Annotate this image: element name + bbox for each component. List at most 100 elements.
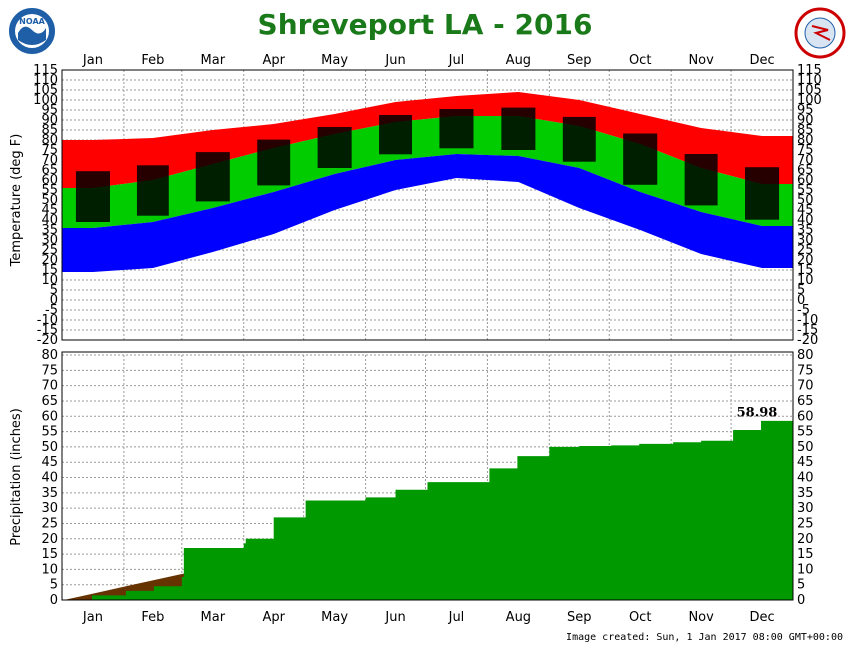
temperature-tick-left: 50: [41, 193, 58, 208]
temperature-tick-right: 105: [797, 83, 822, 98]
month-label-top: Jul: [448, 53, 465, 68]
precipitation-tick-right: 25: [797, 516, 814, 531]
temperature-tick-right: 55: [797, 183, 814, 198]
precipitation-tick-left: 25: [41, 516, 58, 531]
temperature-tick-left: 60: [41, 173, 58, 188]
month-label-bottom: Aug: [506, 610, 531, 625]
temperature-tick-right: 0: [797, 293, 805, 308]
precipitation-tick-left: 45: [41, 455, 58, 470]
temperature-marks: [62, 92, 793, 272]
precipitation-tick-right: 35: [797, 486, 814, 501]
temperature-tick-right: -5: [797, 303, 810, 318]
temperature-tick-left: 5: [50, 283, 58, 298]
observed-range-bar: [623, 133, 658, 185]
month-label-bottom: Mar: [201, 610, 226, 625]
temperature-tick-left: 65: [41, 163, 58, 178]
panel-frames: [61, 69, 794, 601]
precipitation-tick-left: 5: [50, 578, 58, 593]
precipitation-tick-right: 70: [797, 379, 814, 394]
month-label-top: Jan: [82, 53, 103, 68]
precipitation-tick-right: 40: [797, 471, 814, 486]
precipitation-tick-right: 65: [797, 394, 814, 409]
precipitation-tick-left: 75: [41, 363, 58, 378]
temperature-tick-left: 95: [41, 103, 58, 118]
observed-range-bar: [317, 127, 352, 168]
temperature-tick-right: 80: [797, 133, 814, 148]
precipitation-tick-left: 60: [41, 409, 58, 424]
precipitation-tick-left: 0: [50, 593, 58, 608]
temperature-tick-right: 115: [797, 63, 822, 78]
month-label-top: Sep: [567, 53, 592, 68]
observed-range-bar: [562, 116, 596, 162]
chart-title: Shreveport LA - 2016: [258, 8, 593, 41]
precipitation-tick-right: 5: [797, 578, 805, 593]
normal-range-band: [62, 116, 793, 228]
temperature-tick-left: -15: [37, 323, 58, 338]
month-label-top: Jun: [384, 53, 405, 68]
temperature-tick-left: 55: [41, 183, 58, 198]
precipitation-tick-right: 30: [797, 501, 814, 516]
temperature-axis-label: Temperature (deg F): [9, 134, 24, 268]
temperature-tick-right: -10: [797, 313, 818, 328]
month-label-top: Feb: [141, 53, 164, 68]
observed-range-bar: [501, 107, 536, 150]
temperature-tick-left: 25: [41, 243, 58, 258]
temperature-tick-left: 70: [41, 153, 58, 168]
precipitation-tick-left: 35: [41, 486, 58, 501]
month-label-bottom: Jun: [384, 610, 405, 625]
noaa-logo: NOAA: [7, 6, 57, 56]
temperature-tick-right: -15: [797, 323, 818, 338]
temperature-tick-left: 110: [33, 73, 58, 88]
precipitation-tick-right: 55: [797, 425, 814, 440]
temperature-tick-right: 70: [797, 153, 814, 168]
temperature-tick-left: -20: [37, 333, 58, 348]
temperature-tick-left: 0: [50, 293, 58, 308]
month-label-bottom: Feb: [141, 610, 164, 625]
temperature-tick-left: 105: [33, 83, 58, 98]
month-label-top: Aug: [506, 53, 531, 68]
temperature-tick-right: 85: [797, 123, 814, 138]
month-label-bottom: Jan: [82, 610, 103, 625]
temperature-tick-left: 30: [41, 233, 58, 248]
month-label-top: Mar: [201, 53, 226, 68]
temperature-tick-right: 40: [797, 213, 814, 228]
month-label-bottom: Jul: [448, 610, 465, 625]
precipitation-tick-left: 50: [41, 440, 58, 455]
month-label-top: Oct: [629, 53, 651, 68]
precipitation-total-label: 58.98: [737, 405, 778, 420]
month-label-bottom: Apr: [262, 610, 285, 625]
temperature-tick-right: 60: [797, 173, 814, 188]
observed-range-bar: [439, 109, 474, 149]
temperature-tick-left: 10: [41, 273, 58, 288]
temperature-tick-left: 40: [41, 213, 58, 228]
temperature-tick-left: 80: [41, 133, 58, 148]
precipitation-tick-left: 40: [41, 471, 58, 486]
precipitation-tick-right: 45: [797, 455, 814, 470]
image-created-text: Image created: Sun, 1 Jan 2017 08:00 GMT…: [566, 632, 843, 643]
svg-text:NOAA: NOAA: [19, 17, 45, 26]
precipitation-tick-right: 75: [797, 363, 814, 378]
observed-range-bar: [75, 171, 110, 222]
month-label-top: Dec: [749, 53, 774, 68]
temperature-tick-left: 100: [33, 93, 58, 108]
precipitation-frame: [61, 351, 794, 601]
observed-range-bar: [136, 165, 169, 216]
precipitation-tick-left: 20: [41, 532, 58, 547]
temperature-tick-right: 110: [797, 73, 822, 88]
temperature-tick-left: -10: [37, 313, 58, 328]
precipitation-tick-left: 10: [41, 562, 58, 577]
precipitation-tick-right: 80: [797, 348, 814, 363]
temperature-tick-left: 85: [41, 123, 58, 138]
temperature-tick-right: 65: [797, 163, 814, 178]
temperature-tick-right: -20: [797, 333, 818, 348]
temperature-tick-left: 20: [41, 253, 58, 268]
precipitation-tick-left: 80: [41, 348, 58, 363]
precipitation-tick-right: 10: [797, 562, 814, 577]
temperature-tick-right: 10: [797, 273, 814, 288]
month-labels: Jan Jan Feb Feb Mar Mar Apr Apr May May Jun Jun Jul J…: [82, 53, 775, 625]
precipitation-tick-left: 65: [41, 394, 58, 409]
month-label-bottom: May: [321, 610, 348, 625]
precipitation-tick-right: 50: [797, 440, 814, 455]
